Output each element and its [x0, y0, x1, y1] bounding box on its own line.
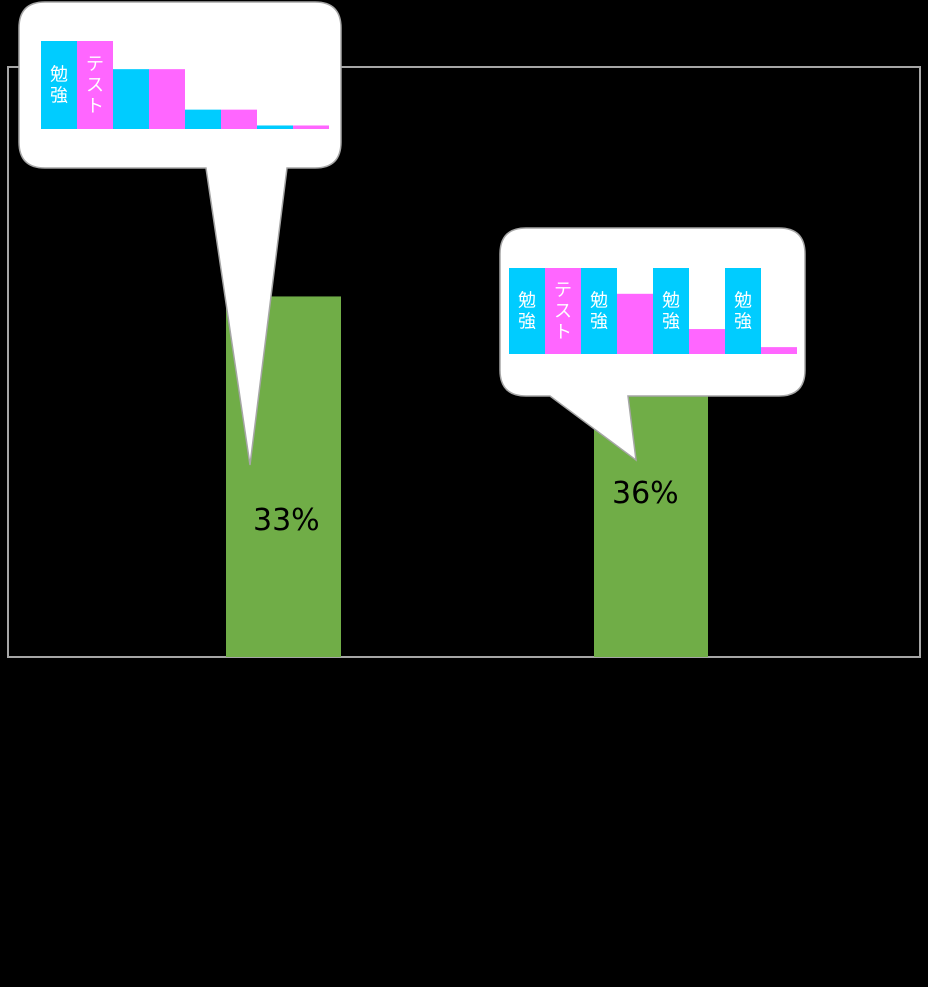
callout-1-bar-7: [257, 125, 293, 129]
callout-2-bar-5-label: 勉強: [662, 291, 680, 333]
callout-2-bar-7-label: 勉強: [734, 291, 752, 333]
callout-1-bar-3: [113, 69, 149, 129]
callout-1-bar-2: [77, 41, 113, 129]
callout-1-bar-5: [185, 109, 221, 129]
callout-2-bar-4: [617, 293, 653, 354]
callout-2-bar-6: [689, 329, 725, 354]
callout-1-bar-8: [293, 125, 329, 129]
callout-2-bar-1: [509, 268, 545, 354]
callout-1-bar-1: [41, 41, 77, 129]
callout-1-bar-1-label: 勉強: [50, 65, 68, 107]
data-labels: 33% 36%: [253, 476, 679, 538]
callout-2-bar-8: [761, 347, 797, 354]
callout-1-bar-2-label: テスト: [86, 54, 104, 117]
callout-2-bar-1-label: 勉強: [518, 291, 536, 333]
data-label-2: 36%: [612, 476, 679, 511]
callout-2-bar-3-label: 勉強: [590, 291, 608, 333]
data-label-1: 33%: [253, 503, 320, 538]
callout-2-bar-2: [545, 268, 581, 354]
callout-2-bar-3: [581, 268, 617, 354]
callout-1-bar-4: [149, 69, 185, 129]
callout-2-bar-7: [725, 268, 761, 354]
callout-1-bar-6: [221, 109, 257, 129]
callout-2-bar-2-label: テスト: [554, 280, 572, 343]
callout-2-bar-5: [653, 268, 689, 354]
